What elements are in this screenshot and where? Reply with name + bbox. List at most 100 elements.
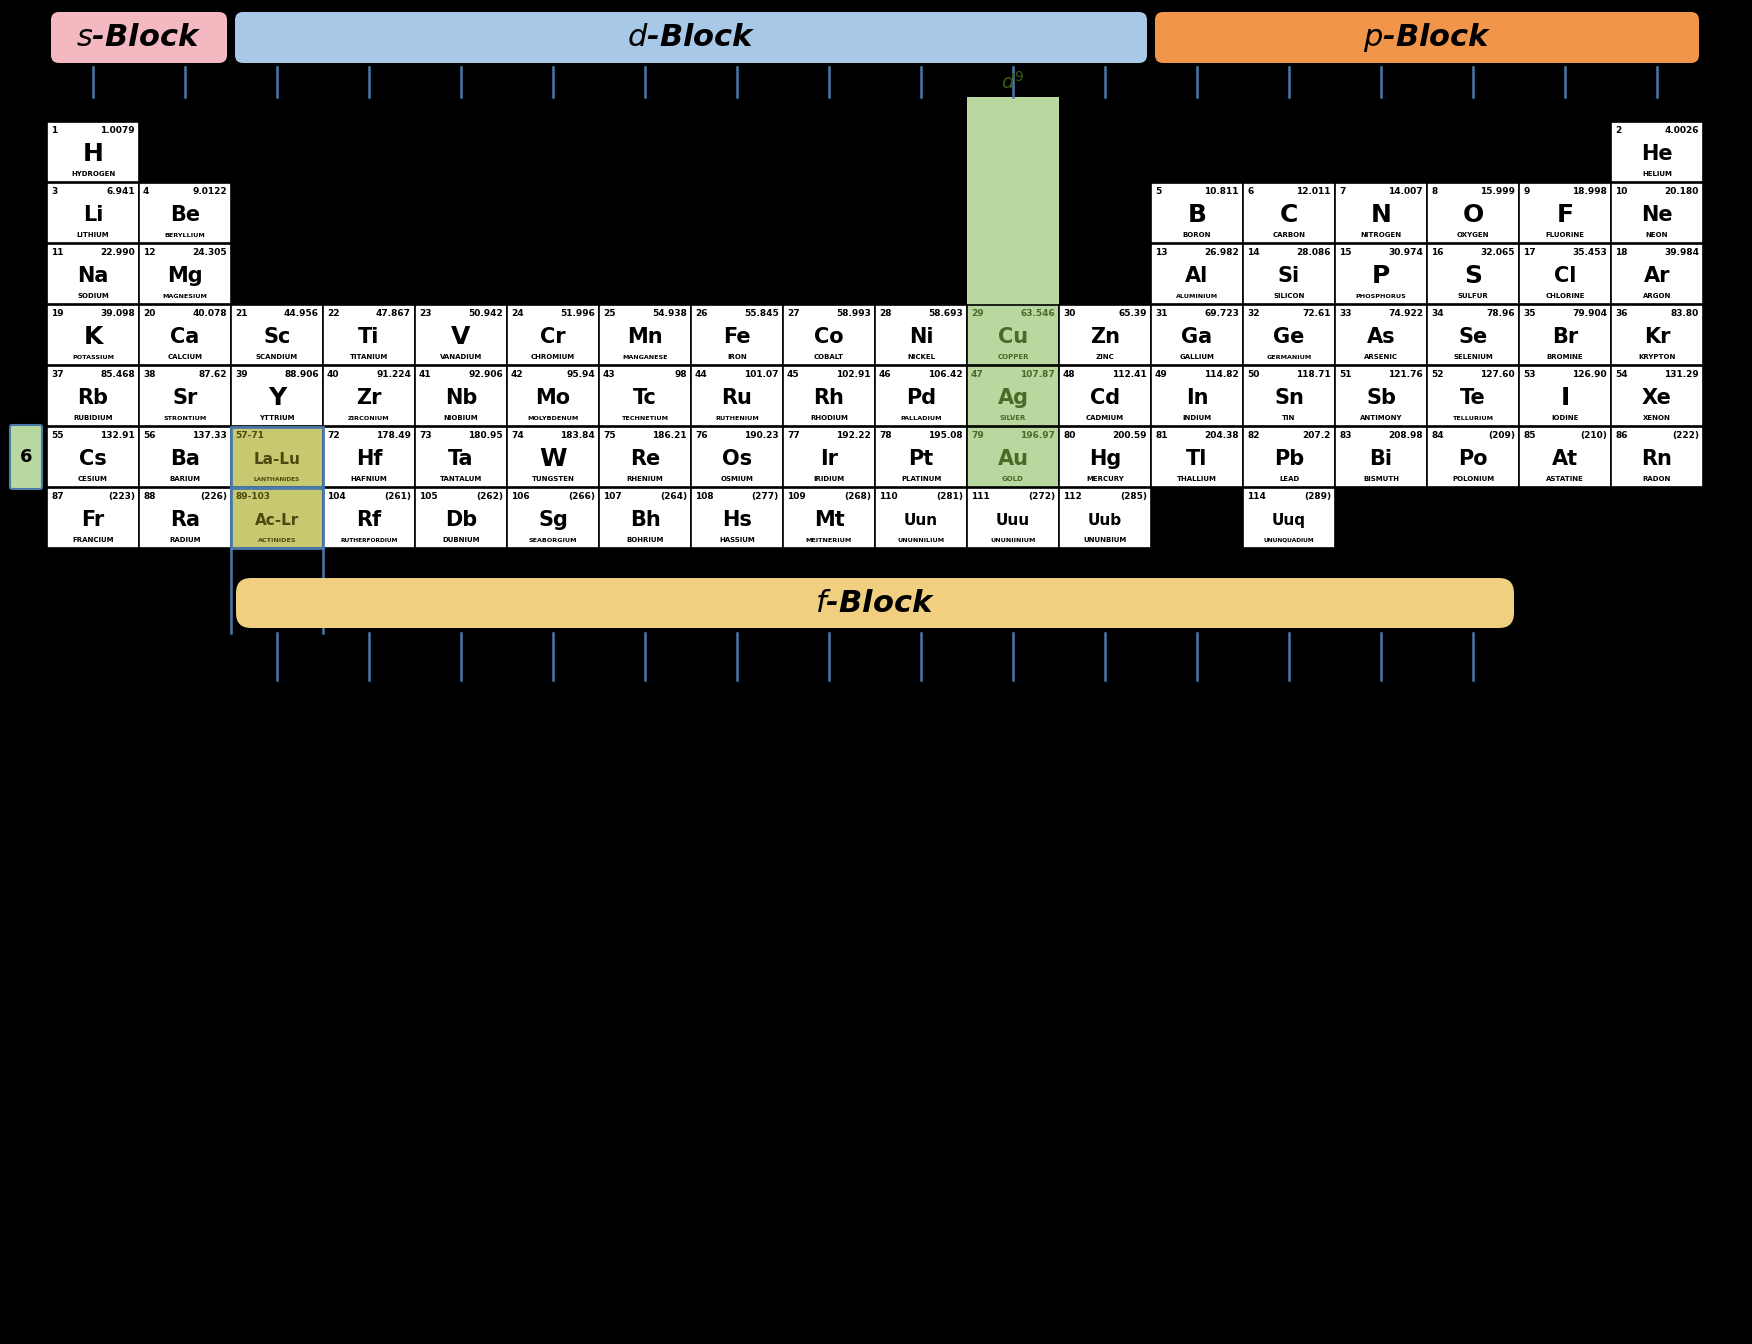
- Bar: [1519, 366, 1612, 426]
- Text: 15: 15: [1339, 249, 1351, 257]
- Text: Ta: Ta: [449, 449, 473, 469]
- Text: CADMIUM: CADMIUM: [1086, 415, 1125, 421]
- Text: NICKEL: NICKEL: [908, 353, 936, 360]
- Text: 106: 106: [512, 492, 529, 501]
- Text: I: I: [1561, 387, 1570, 410]
- Text: (262): (262): [477, 492, 503, 501]
- Text: 26.982: 26.982: [1204, 249, 1239, 257]
- Text: 35: 35: [1522, 309, 1535, 319]
- Text: 6: 6: [1247, 187, 1253, 196]
- Text: 25: 25: [603, 309, 615, 319]
- Bar: [874, 366, 967, 426]
- Text: Hg: Hg: [1090, 449, 1121, 469]
- Text: CHLORINE: CHLORINE: [1545, 293, 1586, 298]
- Text: 1.0079: 1.0079: [100, 126, 135, 134]
- Bar: [599, 488, 690, 548]
- Text: 108: 108: [696, 492, 713, 501]
- Text: TUNGSTEN: TUNGSTEN: [531, 476, 575, 482]
- Text: YTTRIUM: YTTRIUM: [259, 415, 294, 421]
- Text: ARSENIC: ARSENIC: [1365, 353, 1398, 360]
- Bar: [1242, 366, 1335, 426]
- Text: Hs: Hs: [722, 511, 752, 531]
- Bar: [967, 366, 1058, 426]
- Text: 9: 9: [1522, 187, 1529, 196]
- Text: 50: 50: [1247, 370, 1260, 379]
- Text: Ti: Ti: [359, 328, 380, 347]
- Text: 109: 109: [787, 492, 806, 501]
- Text: Nb: Nb: [445, 388, 477, 409]
- Text: 30.974: 30.974: [1388, 249, 1423, 257]
- Text: 131.29: 131.29: [1664, 370, 1699, 379]
- Text: 200.59: 200.59: [1113, 431, 1148, 439]
- Bar: [231, 427, 322, 487]
- Text: (261): (261): [384, 492, 412, 501]
- Text: 83.80: 83.80: [1671, 309, 1699, 319]
- Bar: [599, 366, 690, 426]
- Text: 37: 37: [51, 370, 63, 379]
- Text: 15.999: 15.999: [1480, 187, 1515, 196]
- Text: 75: 75: [603, 431, 615, 439]
- Bar: [967, 427, 1058, 487]
- Text: La-Lu: La-Lu: [254, 452, 300, 466]
- Text: C: C: [1279, 203, 1298, 227]
- Text: 86: 86: [1615, 431, 1628, 439]
- Text: (223): (223): [109, 492, 135, 501]
- Text: 88.906: 88.906: [284, 370, 319, 379]
- Text: $s$-Block: $s$-Block: [77, 23, 201, 52]
- Text: 85.468: 85.468: [100, 370, 135, 379]
- Bar: [231, 488, 322, 548]
- Text: 58.693: 58.693: [929, 309, 964, 319]
- Text: 55: 55: [51, 431, 63, 439]
- Text: 69.723: 69.723: [1204, 309, 1239, 319]
- Bar: [1519, 427, 1612, 487]
- Text: FLUORINE: FLUORINE: [1545, 233, 1584, 238]
- Text: 51: 51: [1339, 370, 1351, 379]
- Text: Ag: Ag: [997, 388, 1028, 409]
- Text: $p$-Block: $p$-Block: [1363, 22, 1491, 54]
- Text: 132.91: 132.91: [100, 431, 135, 439]
- Text: O: O: [1463, 203, 1484, 227]
- Text: OXYGEN: OXYGEN: [1456, 233, 1489, 238]
- Text: 23: 23: [419, 309, 431, 319]
- Bar: [47, 366, 138, 426]
- Text: 98: 98: [675, 370, 687, 379]
- Text: 88: 88: [144, 492, 156, 501]
- Text: ALUMINIUM: ALUMINIUM: [1176, 294, 1218, 298]
- Text: POTASSIUM: POTASSIUM: [72, 355, 114, 360]
- Bar: [690, 427, 783, 487]
- Text: 65.39: 65.39: [1118, 309, 1148, 319]
- Text: He: He: [1642, 144, 1673, 164]
- Bar: [783, 366, 874, 426]
- Text: SELENIUM: SELENIUM: [1452, 353, 1493, 360]
- Bar: [1151, 366, 1242, 426]
- Text: 83: 83: [1339, 431, 1351, 439]
- Bar: [47, 427, 138, 487]
- Text: At: At: [1552, 449, 1579, 469]
- Text: 106.42: 106.42: [929, 370, 964, 379]
- Text: 63.546: 63.546: [1020, 309, 1055, 319]
- Text: 178.49: 178.49: [377, 431, 412, 439]
- Text: RHENIUM: RHENIUM: [627, 476, 664, 482]
- Text: BROMINE: BROMINE: [1547, 353, 1584, 360]
- Text: BARIUM: BARIUM: [170, 476, 200, 482]
- Text: 46: 46: [880, 370, 892, 379]
- Text: 58.993: 58.993: [836, 309, 871, 319]
- Text: 114: 114: [1247, 492, 1267, 501]
- Text: SEABORGIUM: SEABORGIUM: [529, 538, 576, 543]
- Bar: [1335, 245, 1426, 304]
- Text: Pt: Pt: [908, 449, 934, 469]
- Text: IRIDIUM: IRIDIUM: [813, 476, 844, 482]
- Text: 121.76: 121.76: [1388, 370, 1423, 379]
- Text: $d^9$: $d^9$: [1000, 71, 1025, 93]
- Bar: [138, 488, 231, 548]
- Text: 111: 111: [971, 492, 990, 501]
- Text: 8: 8: [1431, 187, 1437, 196]
- Text: Au: Au: [997, 449, 1028, 469]
- Text: 208.98: 208.98: [1388, 431, 1423, 439]
- Text: Hf: Hf: [356, 449, 382, 469]
- Bar: [231, 488, 322, 548]
- Text: 207.2: 207.2: [1303, 431, 1332, 439]
- Text: 95.94: 95.94: [566, 370, 596, 379]
- Text: 47.867: 47.867: [377, 309, 412, 319]
- Text: Cl: Cl: [1554, 266, 1577, 286]
